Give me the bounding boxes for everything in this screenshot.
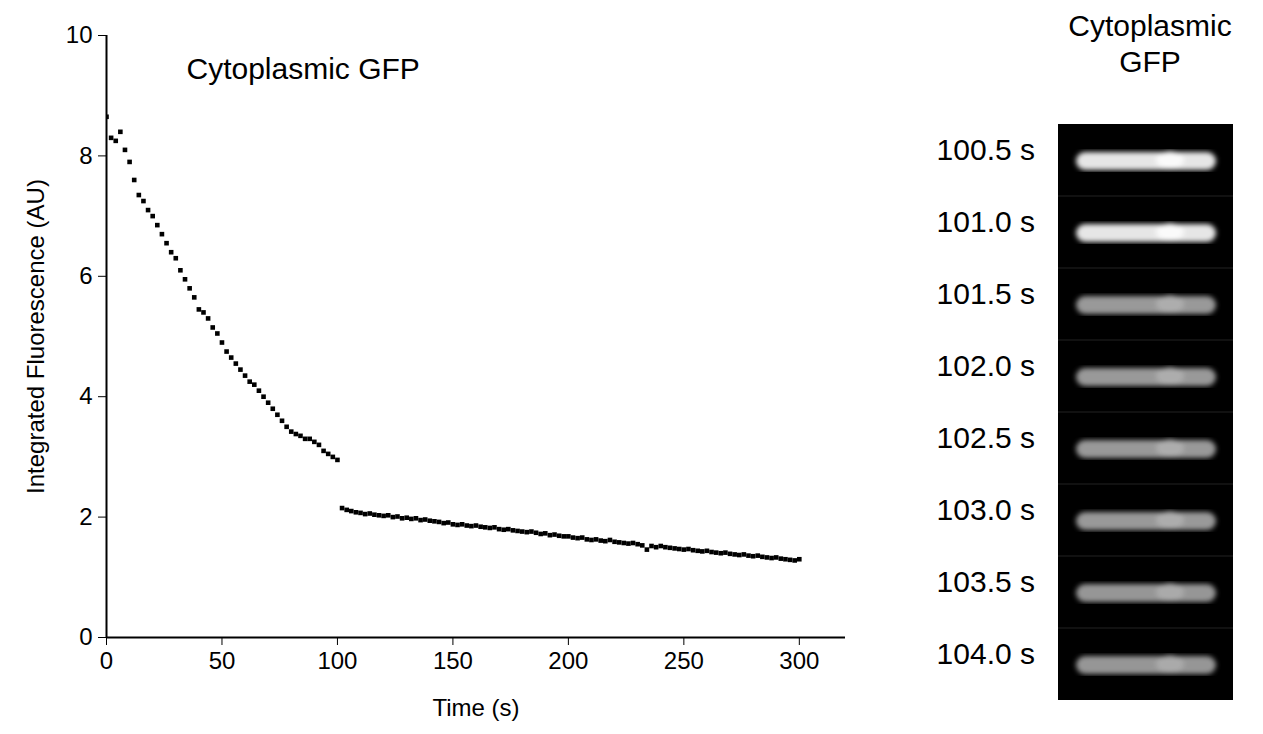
html-text:103.5 s: 103.5 s — [936, 565, 1035, 598]
svg-text:Cytoplasmic GFP: Cytoplasmic GFP — [187, 52, 420, 85]
html-text:103.0 s: 103.0 s — [936, 493, 1035, 526]
html-text:101.0 s: 101.0 s — [936, 205, 1035, 238]
svg-text:50: 50 — [209, 647, 236, 674]
svg-text:250: 250 — [664, 647, 704, 674]
svg-text:200: 200 — [548, 647, 588, 674]
svg-text:10: 10 — [66, 21, 93, 48]
svg-text:4: 4 — [79, 382, 92, 409]
svg-text:150: 150 — [433, 647, 473, 674]
svg-text:2: 2 — [79, 503, 92, 530]
svg-text:0: 0 — [79, 623, 92, 650]
svg-text:Time (s): Time (s) — [432, 694, 519, 721]
svg-text:0: 0 — [100, 647, 113, 674]
svg-text:Integrated Fluorescence (AU): Integrated Fluorescence (AU) — [22, 179, 49, 494]
svg-text:300: 300 — [779, 647, 819, 674]
html-text:101.5 s: 101.5 s — [936, 277, 1035, 310]
html-text:102.5 s: 102.5 s — [936, 421, 1035, 454]
svg-text:100: 100 — [317, 647, 357, 674]
html-text:Cytoplasmic GFP: Cytoplasmic GFP — [1068, 9, 1232, 78]
html-text:102.0 s: 102.0 s — [936, 349, 1035, 382]
svg-text:8: 8 — [79, 142, 92, 169]
html-text:100.5 s: 100.5 s — [936, 133, 1035, 166]
svg-text:6: 6 — [79, 262, 92, 289]
html-text:104.0 s: 104.0 s — [936, 637, 1035, 670]
